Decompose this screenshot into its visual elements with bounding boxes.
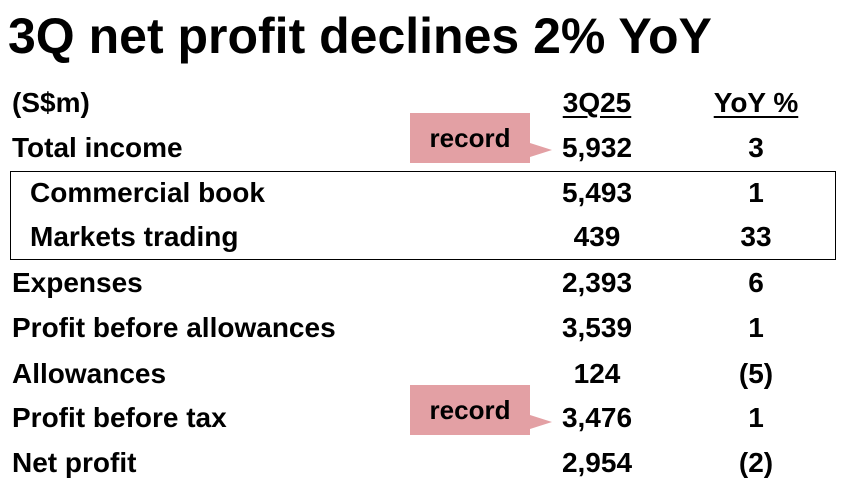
row-label: Total income: [12, 132, 183, 163]
row-yoy: 1: [748, 177, 764, 208]
row-value: 3,476: [561, 402, 633, 433]
income-breakdown-box: [10, 171, 836, 260]
row-value: 3,539: [561, 312, 633, 343]
table-row: Total income 5,932 3: [0, 126, 841, 170]
table-row: Net profit 2,954 (2): [0, 441, 841, 484]
callout-text: record: [429, 395, 511, 425]
row-yoy: 1: [748, 402, 764, 433]
row-label: Markets trading: [30, 221, 239, 252]
table-row: Profit before allowances 3,539 1: [0, 306, 841, 350]
row-value: 124: [573, 358, 621, 389]
record-callout: record: [410, 385, 570, 435]
row-value: 2,393: [561, 267, 633, 298]
row-yoy: (5): [738, 358, 774, 389]
row-label: Expenses: [12, 267, 143, 298]
row-value: 5,493: [561, 177, 633, 208]
row-yoy: 3: [748, 132, 764, 163]
row-yoy: 33: [740, 221, 772, 252]
row-label: Allowances: [12, 358, 167, 389]
row-yoy: 1: [748, 312, 764, 343]
record-callout: record: [410, 113, 570, 163]
table-row: Commercial book 5,493 1: [0, 171, 841, 215]
row-label: Profit before allowances: [12, 312, 336, 343]
header-row: (S$m) 3Q25 YoY %: [0, 81, 841, 125]
row-label: Profit before tax: [12, 402, 227, 433]
unit-label: (S$m): [12, 87, 90, 118]
row-yoy: (2): [738, 447, 774, 478]
callout-shape: [410, 385, 552, 435]
col-header-3q25: 3Q25: [562, 87, 632, 118]
table-row: Markets trading 439 33: [0, 215, 841, 259]
row-yoy: 6: [748, 267, 764, 298]
row-value: 2,954: [561, 447, 633, 478]
row-value: 5,932: [561, 132, 633, 163]
callout-text: record: [429, 123, 511, 153]
table-row: Expenses 2,393 6: [0, 261, 841, 305]
table-row: Profit before tax 3,476 1: [0, 396, 841, 440]
col-header-yoy: YoY %: [713, 87, 799, 118]
row-label: Commercial book: [30, 177, 265, 208]
row-label: Net profit: [12, 447, 137, 478]
callout-shape: [410, 113, 552, 163]
row-value: 439: [573, 221, 621, 252]
slide-title: 3Q net profit declines 2% YoY: [8, 8, 712, 64]
table-row: Allowances 124 (5): [0, 352, 841, 396]
